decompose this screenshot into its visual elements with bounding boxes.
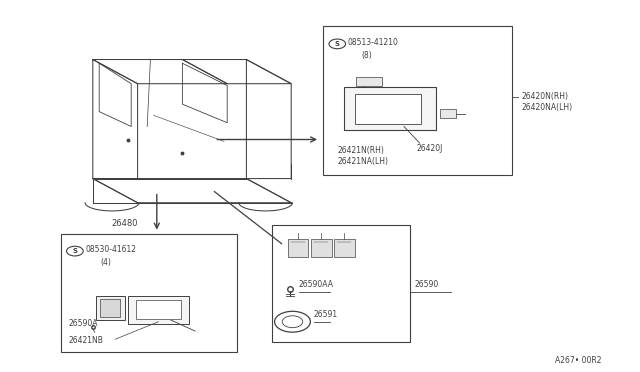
Bar — [311, 239, 332, 257]
Text: 26420NA(LH): 26420NA(LH) — [522, 103, 573, 112]
Text: S: S — [335, 41, 340, 47]
Text: 26421NB: 26421NB — [68, 336, 103, 345]
Text: S: S — [72, 248, 77, 254]
Text: A267• 00R2: A267• 00R2 — [555, 356, 602, 365]
Bar — [136, 300, 181, 319]
Text: (4): (4) — [100, 258, 111, 267]
Bar — [356, 77, 382, 86]
Text: 08530-41612: 08530-41612 — [85, 246, 136, 254]
Text: 08513-41210: 08513-41210 — [348, 38, 398, 47]
Text: 26591: 26591 — [314, 310, 338, 319]
Bar — [323, 26, 512, 175]
Text: 26590A: 26590A — [68, 319, 98, 328]
Bar — [96, 296, 125, 320]
Bar — [288, 239, 308, 257]
Bar — [355, 94, 421, 124]
Text: 26421N(RH): 26421N(RH) — [337, 146, 384, 155]
Text: 26420J: 26420J — [417, 144, 443, 153]
Bar — [334, 239, 355, 257]
Text: (8): (8) — [362, 51, 372, 60]
Text: 26590AA: 26590AA — [299, 280, 334, 289]
Bar — [100, 299, 120, 317]
Bar — [61, 234, 237, 352]
Text: 26480: 26480 — [111, 219, 138, 228]
Bar — [272, 225, 410, 342]
Text: 26420N(RH): 26420N(RH) — [522, 92, 568, 101]
Bar — [344, 87, 436, 130]
Bar — [128, 296, 189, 324]
Text: 26421NA(LH): 26421NA(LH) — [337, 157, 388, 166]
Bar — [440, 109, 456, 118]
Text: 26590: 26590 — [415, 280, 439, 289]
